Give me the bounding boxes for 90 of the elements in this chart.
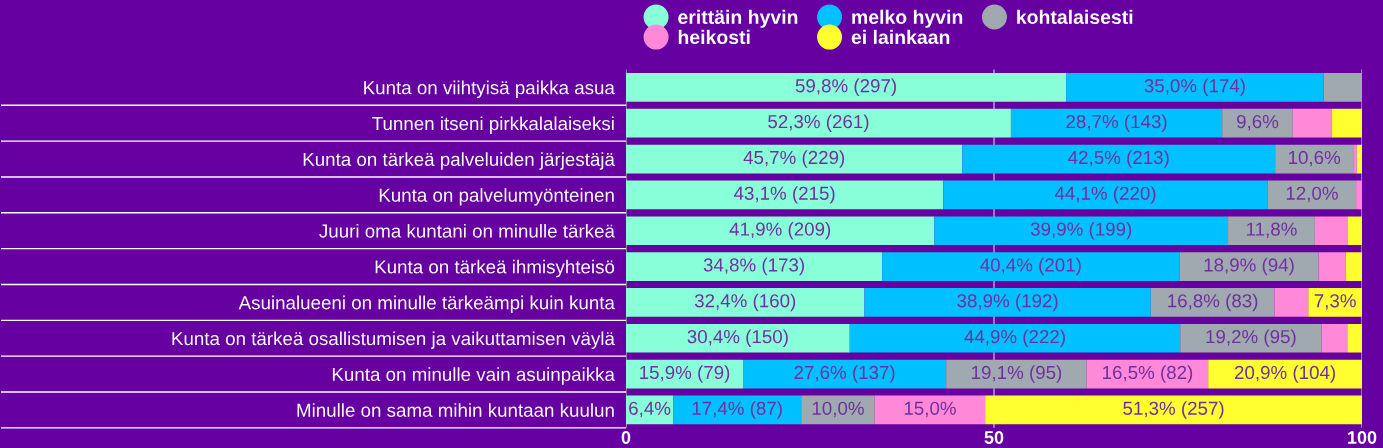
bar <box>1318 252 1346 281</box>
data-label: 6,4% <box>629 401 671 418</box>
bar <box>1321 323 1348 353</box>
data-label: 7,3% <box>1314 294 1356 310</box>
bar <box>1222 108 1293 138</box>
bar <box>1345 252 1362 281</box>
bar <box>1314 216 1349 246</box>
bar <box>626 288 865 317</box>
data-label: 34,8% (173) <box>703 257 804 276</box>
bar <box>1323 73 1362 102</box>
bar <box>1228 216 1315 246</box>
bar <box>1308 288 1362 317</box>
data-label: 35,0% (174) <box>1144 78 1245 97</box>
bar <box>1356 144 1362 174</box>
data-label: 45,7% (229) <box>743 150 845 168</box>
data-label: 10,6% <box>1289 150 1341 167</box>
data-label: 18,9% (94) <box>1204 257 1294 276</box>
y-tick-label: Kunta on palvelumyönteinen <box>379 188 614 206</box>
data-label: 52,3% (261) <box>768 114 869 132</box>
y-tick-label: Juuri oma kuntani on minulle tärkeä <box>319 223 615 238</box>
bar <box>626 144 963 174</box>
bar <box>943 180 1268 210</box>
bar <box>962 144 1276 174</box>
bar <box>1010 108 1223 138</box>
data-label: 11,8% <box>1247 222 1297 238</box>
y-tick-label: Minulle on sama mihin kuntaan kuulun <box>297 403 614 417</box>
bar <box>1348 216 1362 246</box>
legend-label: melko hyvin <box>852 9 963 28</box>
data-label: 51,3% (257) <box>1123 401 1224 419</box>
bar <box>1331 108 1362 138</box>
data-label: 32,4% (160) <box>694 293 796 312</box>
y-tick-label: Tunnen itseni pirkkalalaiseksi <box>372 116 614 134</box>
data-label: 59,8% (297) <box>795 78 896 97</box>
y-tick-label: Asuinalueeni on minulle tärkeämpi kuin kunta <box>238 295 615 314</box>
bar <box>1274 288 1309 317</box>
data-label: 28,7% (143) <box>1066 114 1167 132</box>
data-label: 44,1% (220) <box>1054 186 1156 204</box>
bar <box>626 216 935 246</box>
data-label: 40,4% (201) <box>980 257 1081 276</box>
data-label: 19,1% (95) <box>972 365 1062 383</box>
data-label: 42,5% (213) <box>1068 150 1169 168</box>
data-label: 44,9% (222) <box>964 329 1065 347</box>
data-label: 30,4% (150) <box>687 329 788 347</box>
y-tick-label: Kunta on tärkeä osallistumisen ja vaikuttamisen väylä <box>172 331 615 349</box>
y-tick-label: Kunta on minulle vain asuinpaikka <box>332 367 615 385</box>
bar <box>626 108 1011 138</box>
data-label: 43,1% (215) <box>733 186 835 204</box>
data-label: 17,4% (87) <box>692 401 782 419</box>
data-label: 9,6% <box>1237 114 1279 131</box>
data-label: 41,9% (209) <box>729 221 831 240</box>
bar <box>882 252 1180 281</box>
bar <box>626 252 883 281</box>
data-label: 10,0% <box>812 401 864 418</box>
data-label: 38,9% (192) <box>957 293 1058 312</box>
y-tick-label: Kunta on viihtyisä paikka asua <box>364 80 615 99</box>
data-label: 39,9% (199) <box>1030 221 1132 240</box>
legend-label: erittäin hyvin <box>678 9 798 28</box>
bar <box>1353 144 1357 174</box>
bar <box>1150 288 1275 317</box>
y-tick-label: Kunta on tärkeä ihmisyhteisö <box>375 259 615 278</box>
data-label: 16,5% (82) <box>1103 365 1193 383</box>
bar <box>864 288 1151 317</box>
bar <box>1347 323 1362 353</box>
bar <box>849 323 1181 353</box>
x-tick-label: 0 <box>621 431 631 444</box>
x-tick-label: 100 <box>1348 431 1377 444</box>
data-label: 15,0% <box>904 401 956 418</box>
data-label: 19,2% (95) <box>1206 329 1296 347</box>
bar <box>1356 180 1362 210</box>
legend-label: ei lainkaan <box>851 29 950 45</box>
data-label: 16,8% (83) <box>1168 293 1258 312</box>
bar <box>1179 252 1319 281</box>
bar <box>743 359 947 389</box>
bar <box>934 216 1229 246</box>
bar <box>626 180 944 210</box>
bar <box>626 323 850 353</box>
data-label: 15,9% (79) <box>640 365 730 383</box>
bar <box>1066 73 1324 102</box>
bar <box>1292 108 1332 138</box>
legend-label: heikosti <box>678 29 750 45</box>
x-tick-label: 50 <box>984 431 1004 444</box>
y-tick-label: Kunta on tärkeä palveluiden järjestäjä <box>303 152 615 170</box>
legend-label: kohtalaisesti <box>1017 9 1133 24</box>
bar <box>1180 323 1322 353</box>
bar <box>626 73 1067 102</box>
bar <box>874 395 986 425</box>
bar <box>985 395 1362 425</box>
data-label: 27,6% (137) <box>794 365 895 383</box>
data-label: 20,9% (104) <box>1234 365 1335 383</box>
data-label: 12,0% <box>1286 186 1338 203</box>
